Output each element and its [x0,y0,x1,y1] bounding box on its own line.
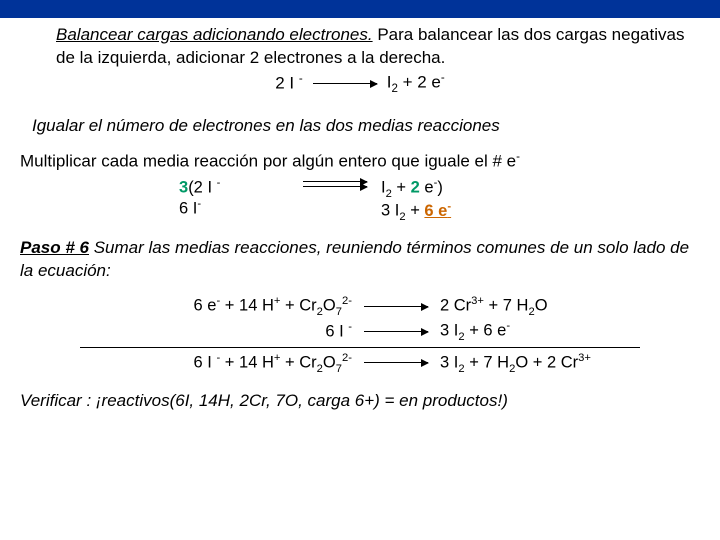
eq1-left: 2 I - [275,73,302,94]
equation-1: 2 I - I2 + 2 e- [20,72,700,95]
sum-equations: 6 e- + 14 H+ + Cr2O72- 2 Cr3+ + 7 H2O 6 … [80,295,640,343]
green-coef-2: 2 [411,179,420,197]
orange-coef: 6 e- [424,202,451,220]
arrow-icon [303,186,367,187]
sum-row1-left: 6 e- + 14 H+ + Cr2O72- [80,295,352,318]
verify-line: Verificar : ¡reactivos(6I, 14H, 2Cr, 7O,… [20,390,700,413]
para-1: Balancear cargas adicionando electrones.… [20,24,700,70]
arrow-icon [364,306,428,307]
mult-equations: 3(2 I - 6 I- I2 + 2 e-) 3 I2 + 6 e- [20,177,700,223]
arrow-icon [313,83,377,84]
result-row: 6 I - + 14 H+ + Cr2O72- 3 I2 + 7 H2O + 2… [80,352,640,375]
mult-row1-left: 3(2 I - [179,177,289,198]
sum-row1-right: 2 Cr3+ + 7 H2O [440,295,640,318]
result-equation: 6 I - + 14 H+ + Cr2O72- 3 I2 + 7 H2O + 2… [80,352,640,375]
green-coef: 3 [179,179,188,197]
step-6: Paso # 6 Sumar las medias reacciones, re… [20,237,700,283]
sum-row-2: 6 I - 3 I2 + 6 e- [80,320,640,343]
mult-row2-left: 6 I- [179,198,289,219]
result-right: 3 I2 + 7 H2O + 2 Cr3+ [440,352,640,375]
sum-row2-right: 3 I2 + 6 e- [440,320,640,343]
top-bar [0,0,720,18]
sum-row-1: 6 e- + 14 H+ + Cr2O72- 2 Cr3+ + 7 H2O [80,295,640,318]
divider-line [80,347,640,348]
mult-row1-right: I2 + 2 e-) [381,177,541,200]
slide-content: Balancear cargas adicionando electrones.… [0,18,720,413]
arrow-icon [364,331,428,332]
para-2: Igualar el número de electrones en las d… [20,115,700,138]
sum-row2-left: 6 I - [80,321,352,342]
para-1-lead: Balancear cargas adicionando electrones. [56,25,373,44]
step-6-label: Paso # 6 [20,238,89,257]
result-left: 6 I - + 14 H+ + Cr2O72- [80,352,352,375]
para-3: Multiplicar cada media reacción por algú… [20,150,700,174]
mult-row2-right: 3 I2 + 6 e- [381,200,541,223]
arrow-icon [364,362,428,363]
eq1-right: I2 + 2 e- [387,72,445,95]
arrow-icon [303,181,367,182]
